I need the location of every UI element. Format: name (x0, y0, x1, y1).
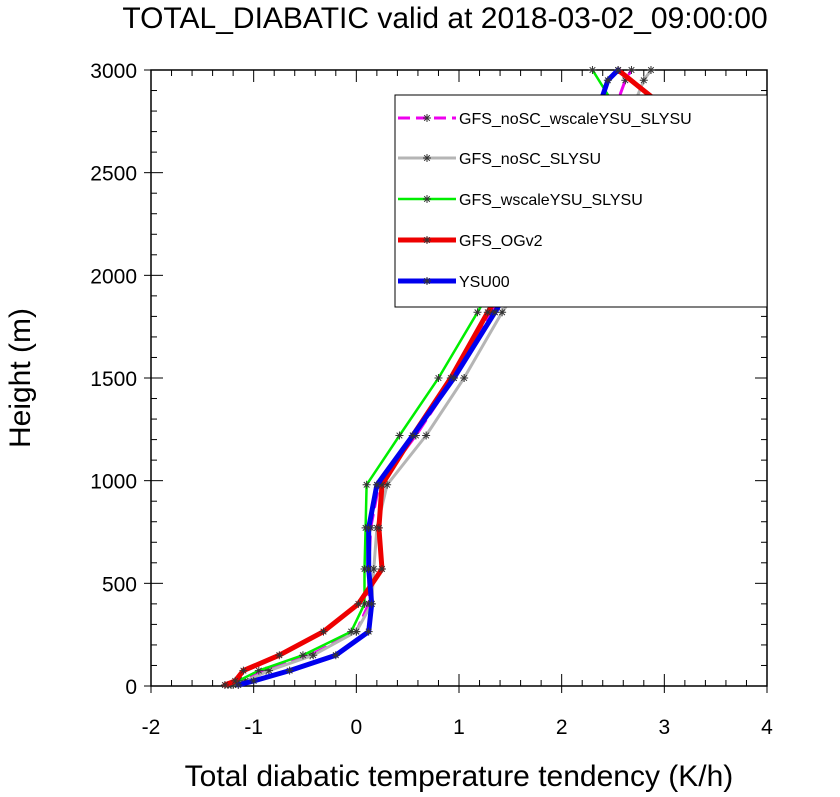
legend-label: GFS_wscaleYSU_SLYSU (459, 192, 643, 209)
data-point (498, 308, 507, 317)
data-point (309, 651, 318, 660)
data-point (434, 374, 443, 382)
legend: GFS_noSC_wscaleYSU_SLYSU GFS_noSC_SLYSU GF… (394, 94, 768, 308)
legend-entry: GFS_OGv2 (398, 233, 543, 250)
legend-entry: YSU00 (398, 274, 510, 291)
legend-entry: GFS_noSC_wscaleYSU_SLYSU (398, 111, 692, 128)
data-point (231, 676, 240, 685)
x-tick-label: 0 (350, 716, 362, 739)
data-point (483, 308, 492, 317)
data-point (229, 680, 238, 689)
data-point (364, 627, 373, 636)
data-point (374, 523, 383, 532)
data-point (298, 651, 307, 660)
data-point (347, 627, 356, 636)
data-point (490, 308, 499, 317)
y-tick-label: 2500 (90, 163, 137, 186)
x-tick-label: 4 (761, 716, 773, 739)
data-point (285, 666, 294, 675)
legend-label: GFS_noSC_SLYSU (459, 151, 601, 168)
x-axis-label: Total diabatic temperature tendency (K/h… (185, 760, 734, 793)
data-point (627, 66, 636, 74)
y-tick-label: 1000 (90, 471, 137, 494)
data-point (220, 680, 229, 689)
data-point (364, 564, 373, 573)
data-point (639, 76, 648, 85)
data-point (254, 666, 263, 675)
legend-entry: GFS_wscaleYSU_SLYSU (398, 192, 643, 209)
legend-label: GFS_noSC_wscaleYSU_SLYSU (459, 111, 692, 128)
x-tick-label: 2 (556, 716, 568, 739)
data-point (422, 431, 431, 440)
data-point (588, 66, 597, 74)
data-point (354, 599, 363, 608)
data-point (331, 651, 340, 660)
data-point (367, 599, 376, 608)
legend-marker (423, 277, 431, 285)
data-point (621, 76, 630, 85)
data-point (239, 666, 248, 675)
y-tick-label: 0 (125, 676, 137, 699)
data-point (383, 480, 392, 489)
x-tick-label: 1 (453, 716, 465, 739)
legend-marker (423, 195, 431, 203)
legend-label: GFS_OGv2 (459, 233, 543, 250)
y-axis-label: Height (m) (4, 308, 37, 448)
data-point (378, 564, 386, 573)
y-tick-label: 2000 (90, 265, 137, 288)
data-point (369, 564, 378, 573)
legend-entry: GFS_noSC_SLYSU (398, 151, 601, 168)
x-tick-label: -2 (142, 716, 161, 739)
data-point (372, 480, 381, 489)
data-point (265, 666, 274, 675)
axis-ticks: -2 -1 0 1 2 3 4 0 500 1000 1500 2000 2500 3000 (90, 60, 773, 739)
legend-label: YSU00 (459, 274, 510, 291)
chart-title: TOTAL_DIABATIC valid at 2018-03-02_09:00… (122, 2, 767, 35)
data-point (646, 66, 655, 74)
y-tick-label: 500 (102, 573, 137, 596)
legend-box (394, 94, 768, 308)
data-point (360, 564, 369, 573)
data-point (378, 480, 386, 489)
data-point (234, 680, 243, 689)
data-point (395, 431, 404, 440)
y-tick-label: 3000 (90, 60, 137, 83)
data-point (249, 676, 258, 685)
data-point (460, 374, 469, 382)
legend-marker (423, 114, 431, 122)
data-point (449, 374, 458, 382)
data-point (603, 76, 612, 85)
legend-marker (423, 236, 431, 244)
data-point (364, 523, 373, 532)
data-point (360, 599, 369, 608)
legend-marker (423, 154, 431, 162)
x-tick-label: -1 (244, 716, 263, 739)
data-point (362, 480, 371, 489)
data-point (352, 627, 361, 636)
y-tick-label: 1500 (90, 368, 137, 391)
data-point (408, 431, 417, 440)
data-point (614, 66, 623, 74)
data-point (473, 308, 482, 317)
x-tick-label: 3 (658, 716, 670, 739)
data-point (319, 627, 328, 636)
data-point (275, 651, 284, 660)
